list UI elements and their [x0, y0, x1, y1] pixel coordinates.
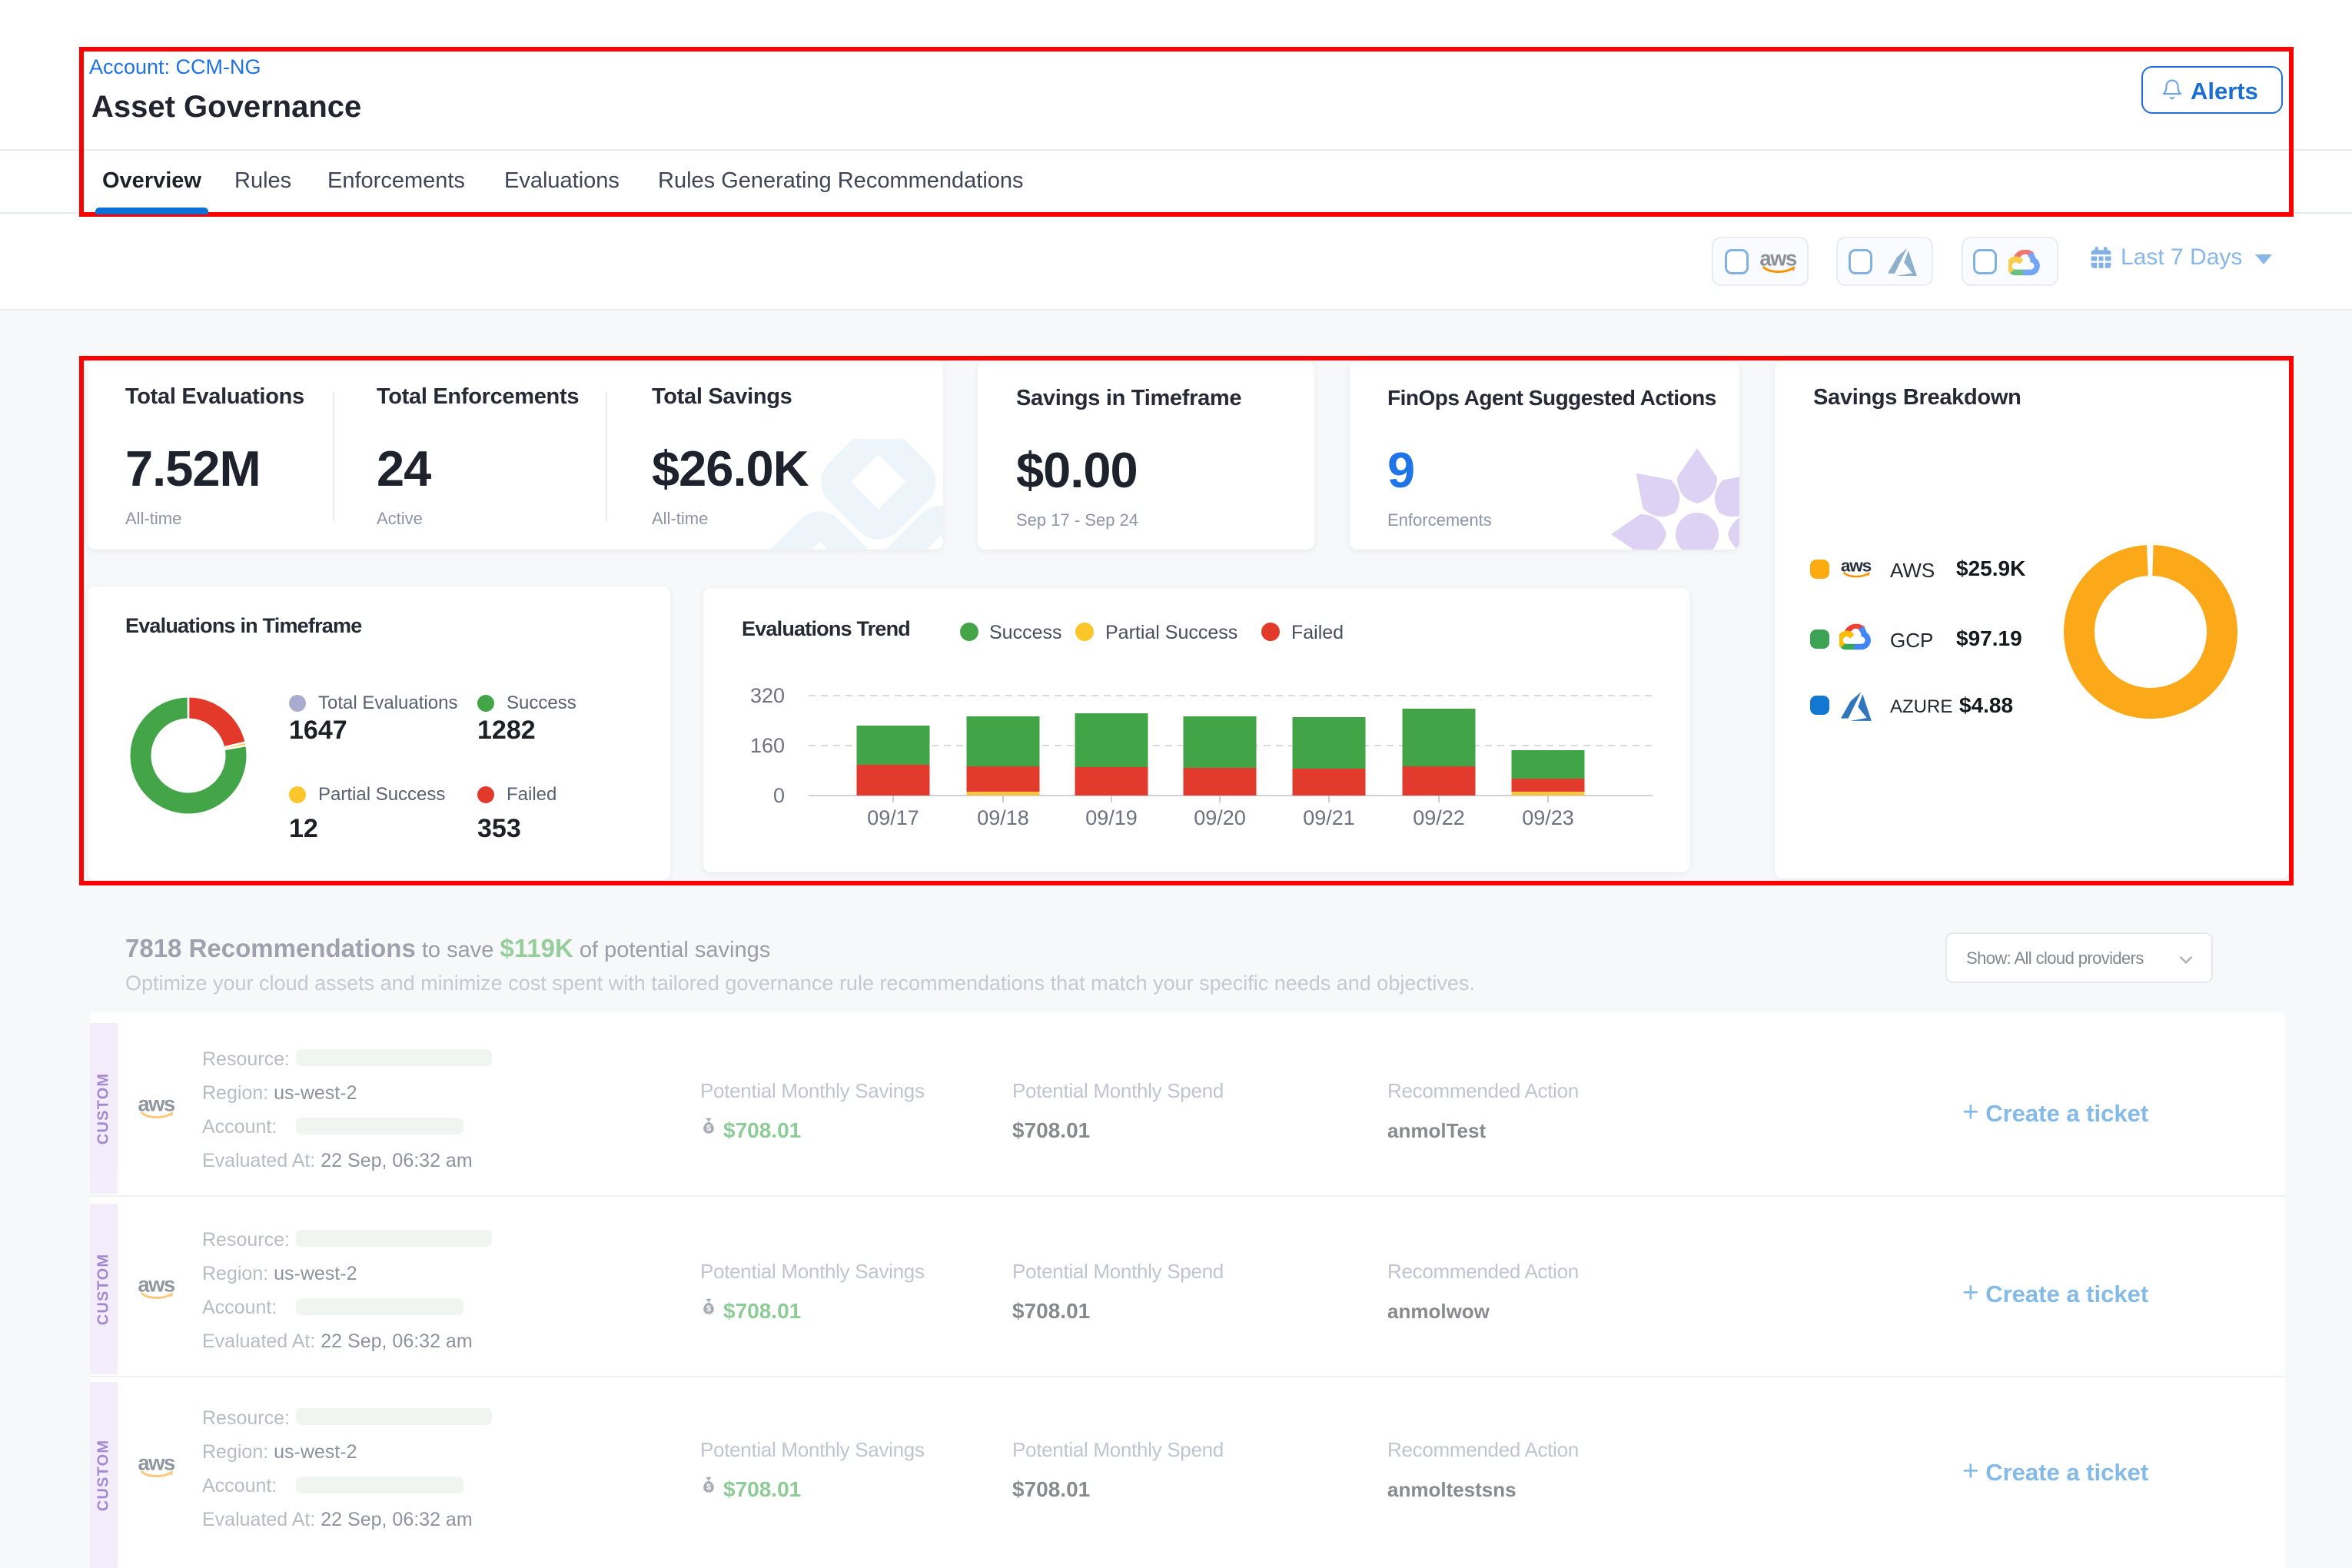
- svg-text:09/21: 09/21: [1303, 806, 1355, 829]
- svg-text:09/23: 09/23: [1522, 806, 1574, 829]
- svg-text:160: 160: [750, 734, 785, 757]
- svg-text:09/17: 09/17: [867, 806, 919, 829]
- svg-text:09/22: 09/22: [1413, 806, 1465, 829]
- svg-text:09/20: 09/20: [1194, 806, 1246, 829]
- svg-text:320: 320: [750, 684, 785, 707]
- svg-text:09/18: 09/18: [977, 806, 1029, 829]
- svg-text:09/19: 09/19: [1085, 806, 1138, 829]
- svg-text:0: 0: [773, 784, 785, 807]
